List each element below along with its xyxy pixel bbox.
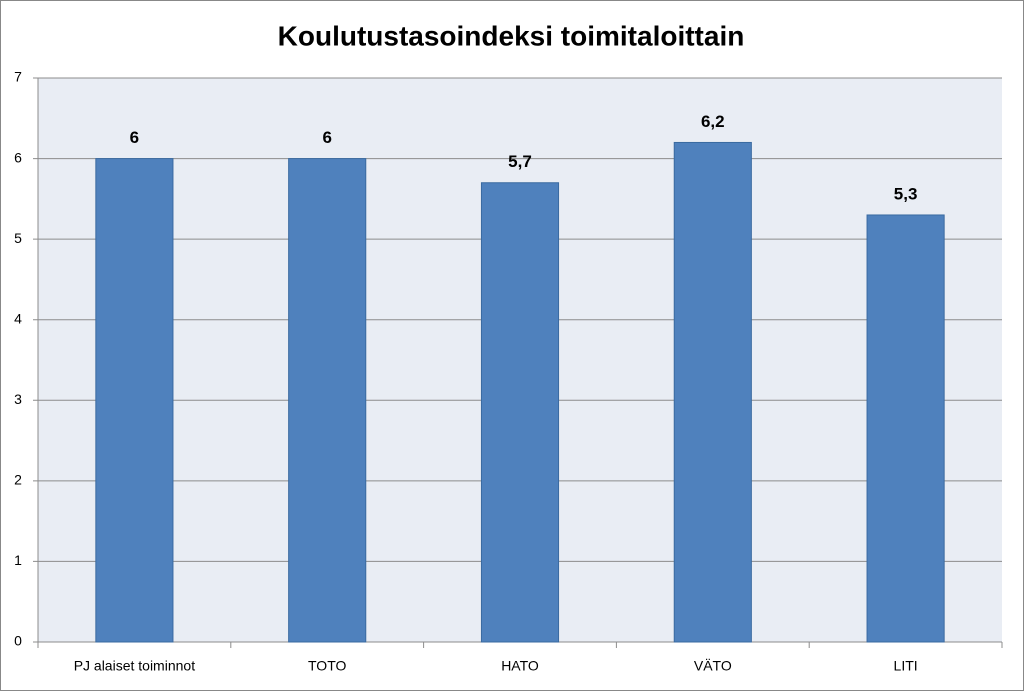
y-tick-label: 7	[14, 69, 22, 85]
value-label: 6	[322, 128, 331, 147]
y-tick-label: 6	[14, 149, 22, 165]
x-tick-label: VÄTO	[694, 658, 732, 674]
bar	[866, 214, 945, 643]
x-tick-label: LITI	[894, 658, 918, 674]
chart-title: Koulutustasoindeksi toimitaloittain	[278, 20, 745, 51]
x-tick-label: HATO	[501, 658, 539, 674]
y-tick-label: 0	[14, 633, 22, 649]
y-tick-label: 3	[14, 391, 22, 407]
bar	[673, 141, 752, 643]
y-tick-label: 2	[14, 472, 22, 488]
x-tick-label: PJ alaiset toiminnot	[74, 658, 196, 674]
value-label: 6	[130, 128, 139, 147]
value-label: 5,7	[508, 152, 532, 171]
value-label: 6,2	[701, 112, 725, 131]
x-tick-label: TOTO	[308, 658, 346, 674]
bar	[288, 158, 367, 643]
y-tick-label: 1	[14, 552, 22, 568]
y-tick-label: 4	[14, 310, 22, 326]
bar	[480, 182, 560, 643]
y-tick-label: 5	[14, 230, 22, 246]
value-label: 5,3	[894, 184, 918, 203]
bar	[95, 158, 174, 643]
